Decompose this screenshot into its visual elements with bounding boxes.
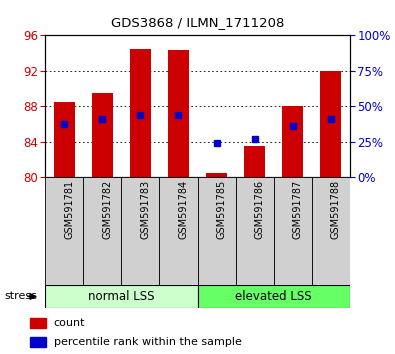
Bar [198,285,350,308]
Text: stress: stress [4,291,37,302]
Bar [235,177,274,285]
Text: percentile rank within the sample: percentile rank within the sample [54,337,241,347]
Bar [130,48,151,177]
Bar [273,177,312,285]
Bar [168,50,189,177]
Text: GSM591785: GSM591785 [216,180,226,240]
Bar [320,71,341,177]
Text: GSM591784: GSM591784 [179,180,188,239]
Bar [30,337,47,347]
Bar [30,318,47,328]
Bar [54,102,75,177]
Text: GSM591788: GSM591788 [331,180,340,239]
Bar [160,177,198,285]
Bar [45,285,198,308]
Text: GSM591783: GSM591783 [141,180,150,239]
Bar [45,177,83,285]
Bar [92,93,113,177]
Bar [282,106,303,177]
Bar [244,146,265,177]
Bar [206,172,227,177]
Text: GSM591782: GSM591782 [102,180,113,240]
Text: normal LSS: normal LSS [88,290,155,303]
Text: GSM591787: GSM591787 [293,180,303,240]
Bar [122,177,160,285]
Text: count: count [54,318,85,328]
Text: elevated LSS: elevated LSS [235,290,312,303]
Bar [198,177,235,285]
Text: GSM591786: GSM591786 [254,180,265,239]
Bar [83,177,122,285]
Bar [312,177,350,285]
Text: GSM591781: GSM591781 [64,180,74,239]
Text: GDS3868 / ILMN_1711208: GDS3868 / ILMN_1711208 [111,17,284,29]
